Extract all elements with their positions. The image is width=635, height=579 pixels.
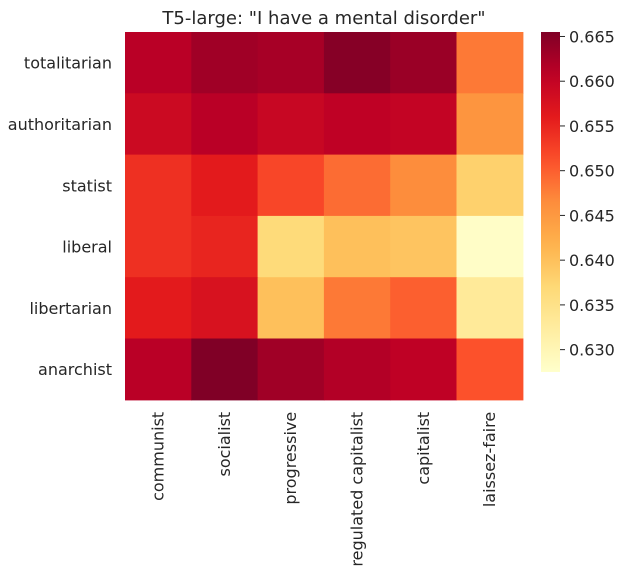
- heatmap-cell: [125, 215, 192, 278]
- row-tick-label: totalitarian: [24, 54, 112, 73]
- column-tick-label: laissez-faire: [480, 412, 499, 507]
- heatmap-cell: [191, 32, 259, 94]
- heatmap-cell: [191, 215, 259, 278]
- chart-title: T5-large: "I have a mental disorder": [161, 8, 485, 29]
- heatmap-cell: [323, 93, 391, 156]
- column-tick-label: communist: [149, 412, 168, 501]
- heatmap-cell: [257, 93, 325, 156]
- colorbar-tick-label: 0.635: [569, 296, 615, 315]
- heatmap-cell: [390, 154, 458, 217]
- colorbar-tick-label: 0.640: [569, 251, 615, 270]
- heatmap-cell: [456, 215, 524, 278]
- heatmap-cell: [390, 215, 458, 278]
- heatmap-cell: [390, 93, 458, 156]
- heatmap-cell: [456, 154, 524, 217]
- heatmap-cell: [390, 32, 458, 94]
- row-tick-label: statist: [62, 176, 112, 195]
- heatmap-cell: [257, 215, 325, 278]
- heatmap-cell: [125, 154, 192, 217]
- row-tick-label: liberal: [62, 238, 112, 257]
- heatmap-cell: [257, 338, 325, 401]
- colorbar-tick-label: 0.650: [569, 162, 615, 181]
- heatmap-cell: [456, 277, 524, 340]
- colorbar-tick-label: 0.645: [569, 206, 615, 225]
- heatmap-cell: [323, 32, 391, 94]
- heatmap-cell: [456, 338, 524, 401]
- heatmap-cell: [125, 338, 192, 401]
- heatmap-cell: [125, 93, 192, 156]
- colorbar-tick-label: 0.660: [569, 72, 615, 91]
- heatmap-cell: [456, 32, 524, 94]
- row-tick-label: libertarian: [29, 299, 112, 318]
- colorbar-tick-label: 0.655: [569, 117, 615, 136]
- heatmap-cell: [323, 154, 391, 217]
- heatmap-cell: [191, 154, 259, 217]
- heatmap-cell: [191, 277, 259, 340]
- colorbar-tick-label: 0.630: [569, 341, 615, 360]
- colorbar-tick-label: 0.665: [569, 27, 615, 46]
- heatmap-cell: [191, 93, 259, 156]
- column-tick-label: socialist: [215, 412, 234, 477]
- heatmap-cell: [323, 277, 391, 340]
- heatmap-cell: [456, 93, 524, 156]
- column-tick-label: progressive: [281, 412, 300, 505]
- heatmap-cell: [125, 32, 192, 94]
- heatmap-cell: [191, 338, 259, 401]
- heatmap-cell: [323, 338, 391, 401]
- row-tick-label: authoritarian: [8, 115, 112, 134]
- heatmap-cell: [257, 277, 325, 340]
- heatmap-cell: [257, 32, 325, 94]
- heatmap-cell: [323, 215, 391, 278]
- colorbar: [541, 32, 560, 372]
- column-tick-label: regulated capitalist: [348, 412, 367, 567]
- heatmap-cell: [257, 154, 325, 217]
- row-tick-label: anarchist: [38, 360, 112, 379]
- heatmap-cell: [390, 338, 458, 401]
- heatmap-cell: [390, 277, 458, 340]
- heatmap-cell: [125, 277, 192, 340]
- column-tick-label: capitalist: [414, 412, 433, 485]
